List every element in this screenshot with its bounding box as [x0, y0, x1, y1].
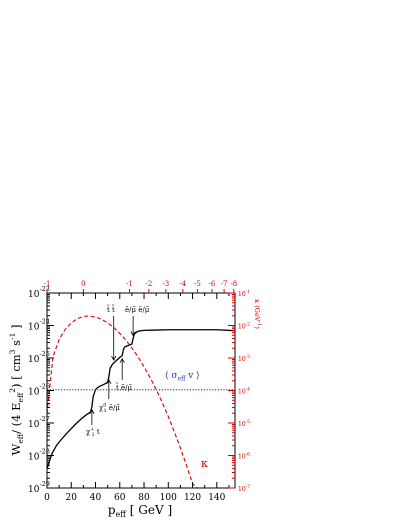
x-tick-label: 140	[208, 493, 225, 503]
y-tick-label: 10-23	[28, 285, 50, 300]
x-tick-label: 0	[44, 493, 50, 503]
x-tick-label: 100	[160, 493, 177, 503]
y2-tick-label: 10-7	[238, 484, 250, 493]
annotation-label: χ+ 1 t	[86, 427, 100, 439]
top-tick-label: -6	[209, 280, 216, 288]
y2-tick-label: 10-3	[238, 354, 250, 363]
x-axis-label: peff [ GeV ]	[108, 503, 172, 519]
annotation-label: t̃ t̃	[107, 303, 115, 314]
annotation-arrowhead	[89, 408, 95, 414]
y-tick-label: 10-29	[28, 480, 50, 495]
y-tick-label: 10-24	[28, 318, 50, 333]
y-tick-label: 10-26	[28, 383, 50, 398]
annotation-arrowhead	[106, 379, 112, 385]
y2-tick-label: 10-2	[238, 322, 250, 331]
annotation-arrowhead	[111, 355, 117, 361]
series-line-0	[46, 329, 236, 469]
top-tick-label: -3	[162, 280, 169, 288]
top-tick-label: -2	[145, 280, 152, 288]
y-tick-label: 10-28	[28, 448, 50, 463]
top-tick-label: 0	[81, 280, 85, 288]
y-axis-label: Weff/ (4 Eeff2) [ cm3 s-1 ]	[8, 324, 25, 455]
y2-axis-label: κ (GeV-1)	[253, 299, 262, 329]
y-tick-label: 10-25	[28, 350, 50, 365]
y2-tick-label: 10-6	[238, 452, 250, 461]
x-tick-label: 40	[90, 493, 102, 503]
y2-tick-label: 10-5	[238, 419, 250, 428]
top-tick-label: -1	[126, 280, 133, 288]
top-tick-label: -4	[179, 280, 186, 288]
x-tick-label: 20	[66, 493, 78, 503]
annotation-arrowhead	[130, 331, 136, 337]
top-tick-label: -5	[194, 280, 201, 288]
annotation-label: χ0 1 ẽ/μ̃	[99, 403, 120, 415]
top-tick-label: -1	[44, 280, 51, 288]
annotation-label: ẽ/μ̃ ẽ/μ̃	[125, 305, 150, 314]
x-tick-label: 120	[184, 493, 201, 503]
y2-tick-label: 10-1	[238, 289, 250, 298]
x-tick-label: 60	[114, 493, 126, 503]
x-tick-label: 80	[138, 493, 150, 503]
sigma-eff-v-label: ⟨ σeff v ⟩	[165, 371, 200, 383]
y2-tick-label: 10-4	[238, 387, 250, 396]
y-tick-label: 10-27	[28, 415, 50, 430]
kappa-label: κ	[201, 457, 208, 470]
top-tick-label: -7	[221, 280, 228, 288]
top-tick-label: -8	[230, 280, 237, 288]
series-line-1	[46, 315, 198, 489]
annotation-label: t̃ ẽ/μ̃	[116, 381, 133, 392]
annotation-arrowhead	[119, 357, 125, 363]
